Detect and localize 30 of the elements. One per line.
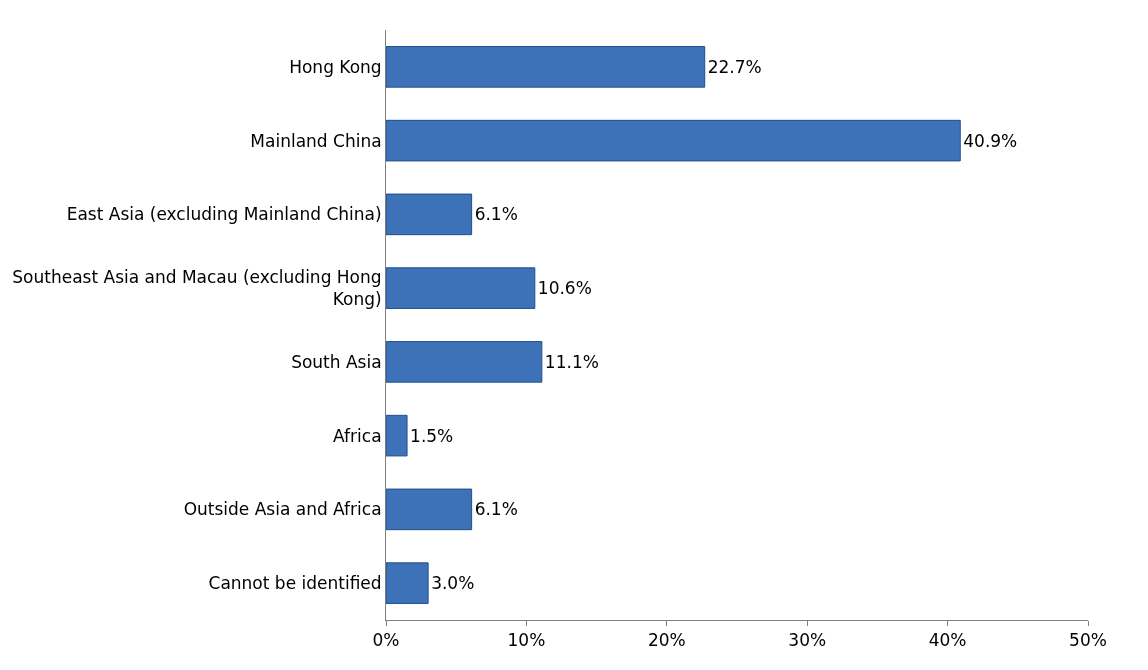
data-label: 10.6%: [537, 278, 592, 299]
data-label: 6.1%: [474, 499, 518, 520]
bar: [386, 46, 706, 88]
y-tick-label: Outside Asia and Africa: [183, 499, 382, 520]
y-tick-label: Hong Kong: [289, 56, 382, 77]
bar: [386, 193, 473, 236]
y-tick-label: Southeast Asia and Macau (excluding Hong Kong): [12, 267, 382, 310]
bar: [386, 341, 543, 383]
bar: [386, 414, 408, 457]
x-tick-label: 10%: [507, 630, 546, 651]
bar: [386, 119, 961, 162]
y-tick-label: Mainland China: [250, 130, 382, 151]
bar: [386, 267, 536, 309]
x-tick-label: 50%: [1069, 630, 1107, 651]
x-tick-label: 40%: [928, 630, 967, 651]
y-tick-label: Cannot be identified: [208, 573, 382, 594]
bar: [386, 562, 429, 604]
data-label: 1.5%: [410, 425, 454, 446]
y-tick-label: Africa: [333, 425, 382, 446]
y-tick-label: East Asia (excluding Mainland China): [66, 204, 382, 225]
data-label: 3.0%: [431, 573, 475, 594]
data-label: 11.1%: [544, 351, 599, 372]
x-tick-label: 0%: [372, 630, 400, 651]
bar: [386, 488, 473, 531]
data-label: 40.9%: [963, 130, 1018, 151]
x-tick-label: 20%: [647, 630, 686, 651]
y-tick-label: South Asia: [291, 351, 382, 372]
data-label: 6.1%: [474, 204, 518, 225]
data-label: 22.7%: [707, 56, 762, 77]
x-tick-label: 30%: [788, 630, 827, 651]
